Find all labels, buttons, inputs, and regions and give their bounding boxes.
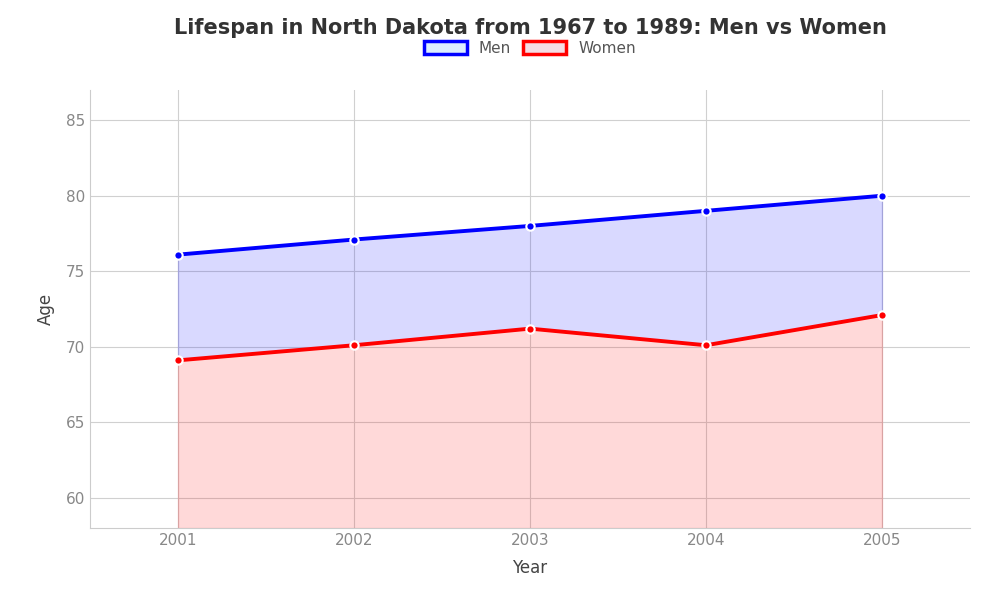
Title: Lifespan in North Dakota from 1967 to 1989: Men vs Women: Lifespan in North Dakota from 1967 to 19…	[174, 19, 886, 38]
Y-axis label: Age: Age	[37, 293, 55, 325]
X-axis label: Year: Year	[512, 559, 548, 577]
Legend: Men, Women: Men, Women	[424, 41, 636, 56]
